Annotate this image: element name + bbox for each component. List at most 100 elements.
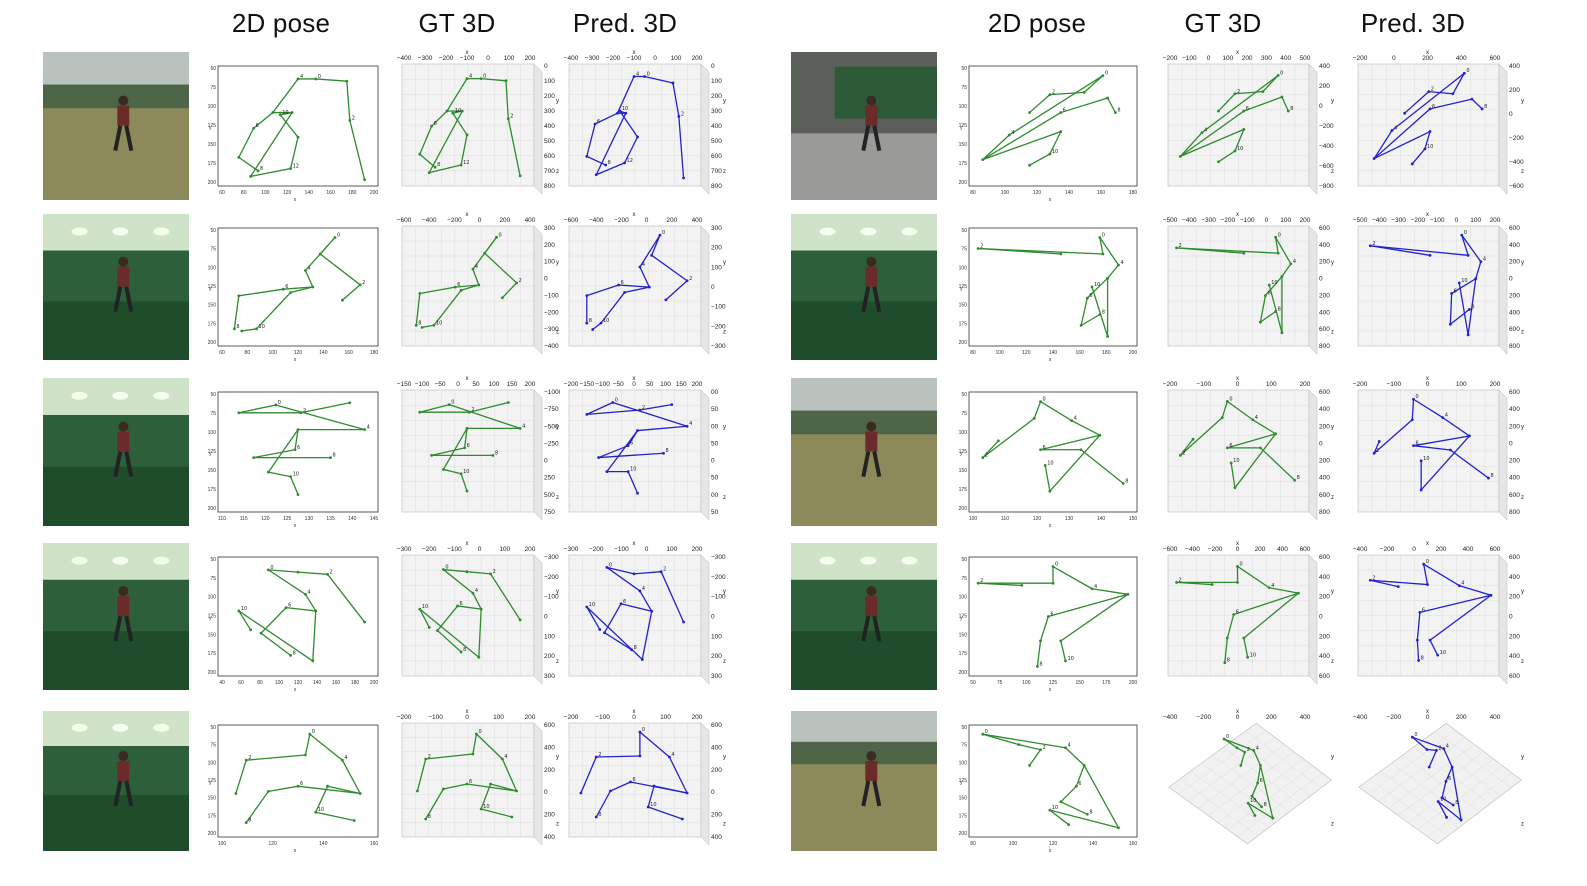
joint-marker <box>1117 263 1120 267</box>
y-tick-label: 400 <box>1319 242 1330 249</box>
x-tick-label: 100 <box>499 546 510 553</box>
y-tick-label: 0 <box>544 276 548 283</box>
joint-label: 4 <box>307 266 310 272</box>
joint-marker <box>1175 246 1178 250</box>
bone-segment <box>612 401 688 427</box>
gt3d-plot-left-row-5: −200 −100 0 100 200 x 600 400 200 0 200 400 y z 0 2 4 6 8 1… <box>394 709 560 851</box>
bone-segment <box>463 428 468 448</box>
bone-segment <box>437 630 462 653</box>
bone-segment <box>443 468 462 475</box>
y-tick-label: 00 <box>711 492 719 499</box>
bone-segment <box>1107 264 1120 279</box>
joint-marker <box>1423 147 1427 151</box>
joint-marker <box>611 401 615 404</box>
joint-marker <box>632 572 636 576</box>
x-tick-label: −200 <box>1196 714 1211 721</box>
joint-marker <box>1082 764 1086 767</box>
bone-segment <box>1449 293 1453 325</box>
joint-marker <box>518 427 522 430</box>
x-tick-label: −100 <box>595 381 610 388</box>
joint-marker <box>1028 163 1031 167</box>
joint-marker <box>638 589 642 593</box>
joint-marker <box>1223 661 1227 665</box>
bone-segment <box>349 120 366 180</box>
bone-segment <box>1176 247 1244 254</box>
joint-marker <box>289 167 292 170</box>
bone-segment <box>238 610 252 631</box>
joint-label: 4 <box>642 262 645 268</box>
y-tick-label: 0 <box>711 789 715 796</box>
joint-marker <box>585 321 589 325</box>
joint-marker <box>237 155 241 159</box>
joint-label: 4 <box>1204 128 1207 134</box>
bone-segment <box>245 791 269 823</box>
bone-segment <box>1269 587 1299 594</box>
joint-marker <box>1046 615 1050 618</box>
joint-marker <box>1017 743 1021 746</box>
joint-marker <box>591 328 595 331</box>
bone-segment <box>606 430 639 472</box>
joint-marker <box>293 448 297 452</box>
y-tick-label: −800 <box>1319 183 1334 190</box>
joint-marker <box>1267 283 1271 287</box>
x-tick-label: −100 <box>595 714 610 721</box>
joint-marker <box>453 285 457 289</box>
y-tick-label: 200 <box>959 506 968 512</box>
joint-label: 2 <box>330 569 333 575</box>
skeleton-3d: 0 2 4 6 8 10 <box>579 727 689 821</box>
pose2d-plot-right-row-3: 100 110 120 130 140 150 50 75 100 125 150 175 200 x y 0… <box>957 382 1143 528</box>
bone-segment <box>618 284 650 288</box>
joint-marker <box>1419 459 1423 463</box>
y-tick-label: 100 <box>959 430 968 436</box>
y-tick-label: 100 <box>208 430 217 436</box>
bone-segment <box>268 569 306 595</box>
bone-segment <box>250 112 293 177</box>
y-axis-label: y <box>1521 755 1524 761</box>
x-tick-label: 120 <box>1049 841 1058 847</box>
pred3d-plot-left-row-1: −400 −300 −200 −100 0 100 200 x 0 100 200 300 400 500… <box>561 50 727 200</box>
joint-marker <box>1051 581 1055 585</box>
x-tick-label: 0 <box>645 217 649 224</box>
pred3d-plot-left-row-2: −600 −400 −200 0 200 400 x 300 200 100 0 −100 −200 −3… <box>561 212 727 360</box>
y-tick-label: −750 <box>544 406 559 413</box>
bone-segment <box>586 606 643 660</box>
bone-segment <box>1237 565 1270 589</box>
joint-marker <box>314 810 318 814</box>
bone-segment <box>594 112 618 125</box>
bone-segment <box>1029 153 1051 166</box>
x-tick-label: 200 <box>499 217 510 224</box>
joint-marker <box>685 424 689 428</box>
joint-marker <box>597 456 600 459</box>
joint-label: 6 <box>632 777 635 783</box>
x-tick-label: 0 <box>1207 55 1211 62</box>
y-tick-label: 300 <box>711 673 722 680</box>
x-tick-label: −200 <box>1163 55 1178 62</box>
x-tick-label: 150 <box>1075 680 1084 686</box>
y-tick-label: 175 <box>208 651 217 657</box>
joint-label: 4 <box>1256 745 1259 751</box>
joint-marker <box>471 267 475 271</box>
x-tick-label: −200 <box>564 381 579 388</box>
bone-segment <box>253 449 296 459</box>
bone-segment <box>1257 765 1262 784</box>
joint-label: 6 <box>300 781 303 787</box>
joint-marker <box>1377 439 1381 443</box>
y-tick-label: 0 <box>544 63 548 70</box>
y-tick-label: −600 <box>1509 183 1524 190</box>
x-tick-label: 145 <box>370 516 379 522</box>
x-tick-label: 600 <box>1300 546 1311 553</box>
joint-marker <box>501 757 504 761</box>
joint-label: 0 <box>1426 559 1429 565</box>
bone-segment <box>1449 449 1489 479</box>
person-head <box>866 256 877 267</box>
y-tick-label: 300 <box>711 108 722 115</box>
joint-label: 8 <box>1455 800 1458 806</box>
joint-label: 8 <box>1471 304 1474 310</box>
joint-marker <box>593 122 597 126</box>
joint-marker <box>1243 750 1247 754</box>
x-tick-label: 130 <box>305 516 314 522</box>
bone-segment <box>1040 434 1100 451</box>
joint-marker <box>1039 400 1042 403</box>
joint-marker <box>1297 591 1300 595</box>
y-tick-label: 0 <box>1509 440 1513 447</box>
